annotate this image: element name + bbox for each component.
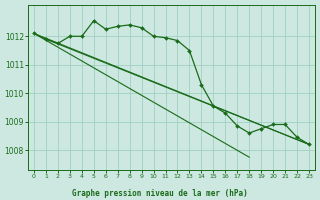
- Text: Graphe pression niveau de la mer (hPa): Graphe pression niveau de la mer (hPa): [72, 189, 248, 198]
